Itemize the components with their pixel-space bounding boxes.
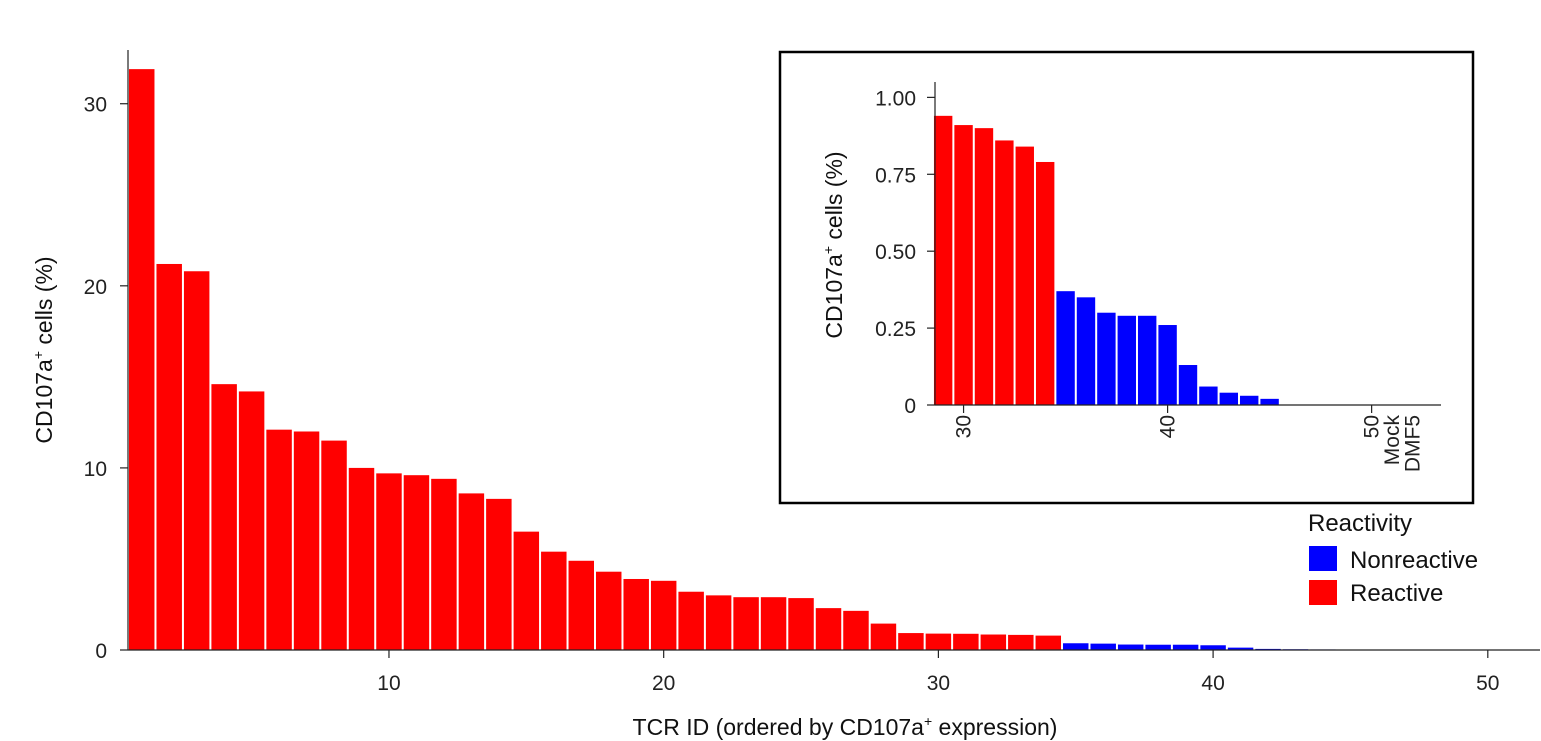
legend-label-nonreactive: Nonreactive [1350, 547, 1478, 574]
main-x-tick-label: 20 [652, 672, 675, 695]
main-bar-34 [1035, 635, 1062, 650]
inset-bars [933, 115, 1279, 405]
inset-bar-29 [933, 115, 953, 405]
main-bar-6 [266, 429, 292, 650]
main-bar-10 [376, 473, 402, 650]
inset-y-tick-label: 1.00 [875, 87, 916, 110]
main-bar-7 [293, 431, 320, 650]
inset-bar-35 [1056, 291, 1075, 405]
main-bar-35 [1063, 643, 1089, 650]
main-y-tick-label: 30 [84, 94, 107, 117]
main-bar-14 [486, 498, 512, 650]
main-bar-32 [980, 634, 1007, 650]
main-x-tick-label: 50 [1476, 672, 1499, 695]
inset-bar-38 [1117, 315, 1136, 405]
main-bar-36 [1090, 643, 1116, 650]
main-y-axis-title: CD107a+ cells (%) [30, 256, 57, 443]
inset-y-tick-label: 0 [904, 395, 916, 418]
main-bar-13 [458, 493, 485, 650]
inset-frame [778, 50, 1475, 505]
main-bar-12 [431, 478, 457, 650]
inset-x-tick-label: Mock [1381, 415, 1404, 466]
main-bar-5 [238, 391, 265, 650]
main-bar-26 [815, 608, 842, 650]
main-bar-21 [678, 591, 704, 650]
main-bar-29 [898, 633, 924, 650]
inset-y-ticks: 0 0.25 0.50 0.75 1.00 [875, 87, 935, 418]
legend: Reactivity Nonreactive Reactive [1308, 510, 1478, 607]
inset-y-tick-label: 0.50 [875, 241, 916, 264]
inset-x-tick-label: DMF5 [1401, 415, 1424, 472]
inset-bar-34 [1035, 161, 1055, 405]
inset-bar-41 [1178, 365, 1198, 405]
inset-x-tick-label: 50 [1361, 415, 1384, 438]
main-bar-40 [1200, 645, 1226, 650]
main-bar-27 [843, 610, 869, 650]
main-bar-3 [183, 271, 210, 650]
inset-bar-43 [1219, 392, 1238, 405]
main-bar-2 [156, 263, 182, 650]
main-x-tick-label: 30 [927, 672, 950, 695]
main-bar-41 [1227, 647, 1254, 650]
inset-y-tick-label: 0.25 [875, 318, 916, 341]
inset-x-tick-label: 40 [1157, 415, 1180, 438]
main-bar-11 [403, 475, 430, 650]
inset-bar-30 [954, 125, 973, 405]
main-bar-22 [705, 595, 732, 650]
main-bar-4 [211, 384, 237, 650]
inset-bar-39 [1137, 315, 1157, 405]
inset-y-axis-title: CD107a+ cells (%) [820, 151, 847, 338]
main-bar-20 [650, 580, 677, 650]
main-bar-39 [1172, 644, 1199, 650]
inset-y-tick-label: 0.75 [875, 164, 916, 187]
main-plot: 0 10 20 30 10 20 30 40 50 [84, 50, 1540, 695]
main-x-tick-label: 10 [377, 672, 400, 695]
main-y-tick-label: 0 [95, 640, 107, 663]
inset-bar-37 [1097, 312, 1116, 405]
inset-bar-31 [974, 128, 994, 405]
main-bar-1 [129, 69, 155, 650]
main-bars [129, 69, 1364, 650]
main-y-tick-label: 20 [84, 276, 107, 299]
main-bar-25 [788, 598, 814, 650]
main-y-ticks: 0 10 20 30 [84, 94, 128, 663]
main-bar-9 [348, 467, 375, 650]
inset-bar-36 [1076, 297, 1096, 405]
main-bar-8 [321, 440, 347, 650]
main-bar-38 [1145, 644, 1171, 650]
main-bar-19 [623, 578, 649, 650]
main-bar-30 [925, 633, 952, 650]
inset-bar-33 [1015, 146, 1034, 405]
inset-bar-45 [1260, 398, 1279, 405]
main-bar-28 [870, 623, 897, 650]
main-bar-17 [568, 560, 594, 650]
legend-label-reactive: Reactive [1350, 580, 1443, 607]
main-bar-15 [513, 531, 540, 650]
main-x-tick-label: 40 [1201, 672, 1224, 695]
main-x-ticks: 10 20 30 40 50 [377, 650, 1499, 695]
inset-bar-42 [1199, 386, 1218, 405]
main-bar-24 [760, 597, 787, 650]
main-bar-18 [596, 571, 622, 650]
inset-bar-40 [1158, 325, 1177, 405]
main-bar-23 [733, 597, 759, 650]
inset-bar-32 [995, 140, 1014, 405]
main-bar-33 [1008, 634, 1034, 650]
main-bar-37 [1117, 644, 1144, 650]
main-y-tick-label: 10 [84, 458, 107, 481]
main-bar-16 [541, 551, 567, 650]
main-bar-31 [953, 633, 979, 650]
inset-x-tick-label: 30 [953, 415, 976, 438]
legend-title: Reactivity [1308, 510, 1412, 537]
inset-bar-44 [1240, 395, 1259, 405]
legend-swatch-nonreactive [1309, 546, 1337, 571]
main-x-axis-title: TCR ID (ordered by CD107a+ expression) [633, 713, 1058, 740]
legend-swatch-reactive [1309, 580, 1337, 605]
